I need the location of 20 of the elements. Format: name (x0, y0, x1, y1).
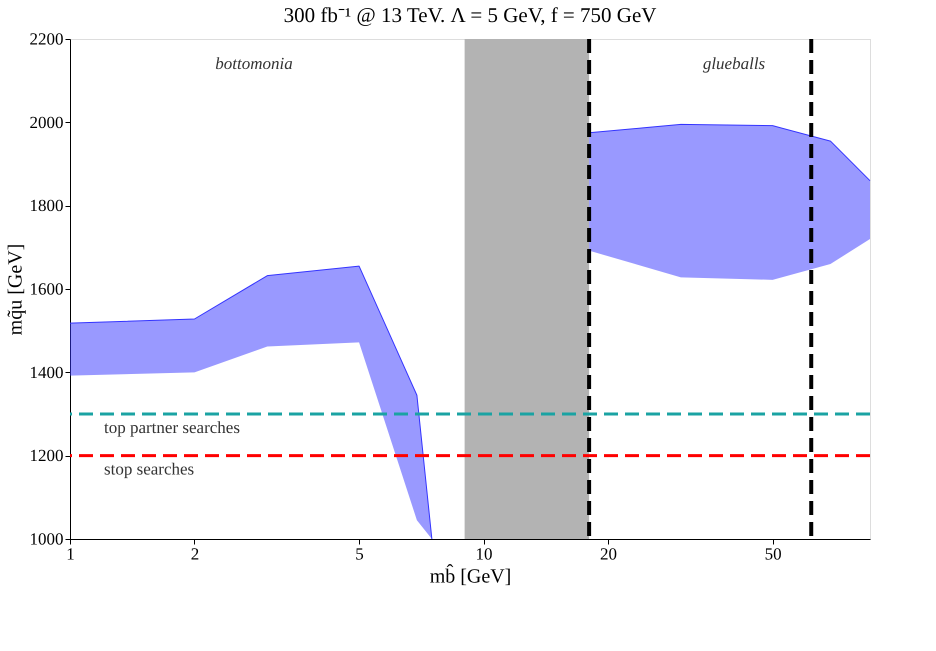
annotation: glueballs (702, 54, 766, 73)
x-tick-label: 5 (355, 544, 364, 564)
y-tick-label: 1800 (30, 196, 64, 216)
ref-line-label: stop searches (104, 460, 194, 479)
x-tick-label: 2 (190, 544, 200, 564)
y-axis-title: mq̃u [GeV] (4, 244, 26, 336)
x-tick-label: 20 (600, 544, 618, 564)
ref-line-label: top partner searches (104, 418, 240, 437)
x-tick-label: 50 (764, 544, 782, 564)
y-tick-label: 2200 (30, 30, 64, 48)
x-tick-label: 1 (66, 544, 75, 564)
chart-title: 300 fb⁻¹ @ 13 TeV. Λ = 5 GeV, f = 750 GeV (284, 3, 656, 27)
y-tick-label: 1000 (30, 530, 64, 548)
x-axis-title: mb̂ [GeV] (430, 564, 512, 588)
x-tick-label: 10 (476, 544, 493, 564)
y-tick-label: 2000 (30, 112, 64, 132)
y-tick-label: 1600 (30, 280, 64, 298)
y-tick-label: 1200 (30, 446, 64, 466)
y-tick-label: 1400 (30, 362, 64, 382)
annotation: bottomonia (215, 54, 293, 73)
